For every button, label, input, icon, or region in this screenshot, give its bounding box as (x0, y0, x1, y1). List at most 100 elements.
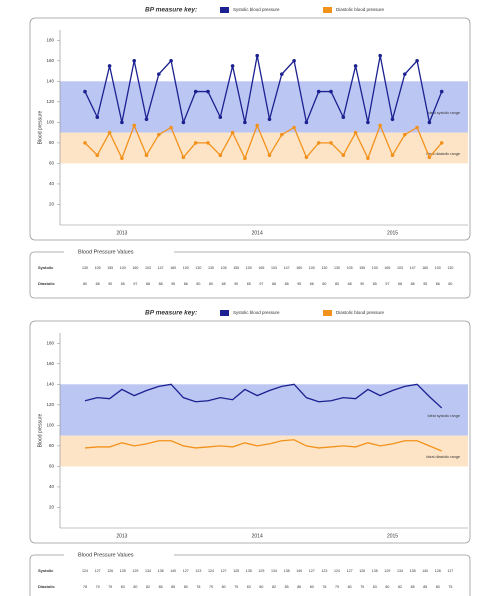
table-cell: 140 (170, 569, 176, 573)
table-cell: 126 (359, 569, 365, 573)
table-box (29, 251, 471, 299)
table-cell: 160 (170, 266, 176, 270)
table-cell: 78 (322, 585, 326, 589)
point (243, 120, 247, 125)
table-cell: 130 (82, 266, 88, 270)
point (144, 117, 149, 122)
point (304, 120, 309, 125)
point (378, 123, 383, 128)
row-label: Systolic (38, 568, 54, 573)
table-cell: 135 (372, 569, 378, 573)
table-cell: 130 (447, 266, 453, 270)
table-cell: 82 (398, 585, 402, 589)
table-cell: 80 (209, 282, 213, 286)
point (120, 156, 124, 161)
point (132, 58, 136, 63)
table-cell: 138 (158, 569, 164, 573)
point (304, 155, 309, 160)
table-cell: 135 (246, 569, 252, 573)
table-cell: 100 (246, 266, 252, 270)
point (243, 156, 247, 161)
x-tick-label: 2015 (387, 230, 398, 236)
table-cell: 130 (208, 266, 214, 270)
table-cell: 80 (385, 585, 389, 589)
table-cell: 80 (83, 282, 87, 286)
table-cell: 66 (436, 282, 440, 286)
table-cell: 80 (222, 585, 226, 589)
y-tick-label: 120 (46, 402, 54, 407)
table-cell: 124 (334, 569, 340, 573)
point (206, 89, 210, 94)
table-cell: 134 (397, 569, 403, 573)
point (107, 64, 112, 68)
table-cell: 95 (297, 282, 301, 286)
key-label: Systolic blood pressure (233, 7, 280, 12)
table-cell: 75 (448, 585, 452, 589)
y-tick-label: 180 (46, 340, 54, 345)
table-cell: 127 (221, 569, 227, 573)
table-cell: 85 (285, 585, 289, 589)
key-label: Diastolic blood pressure (336, 7, 385, 12)
table-cell: 97 (259, 282, 263, 286)
table-cell: 103 (397, 266, 403, 270)
table-cell: 127 (183, 569, 189, 573)
table-cell: 124 (82, 569, 88, 573)
y-tick-label: 140 (46, 79, 54, 84)
table-cell: 68 (96, 282, 100, 286)
table-cell: 80 (196, 282, 200, 286)
table-cell: 83 (247, 585, 251, 589)
point (329, 89, 333, 94)
point (316, 89, 321, 94)
point (366, 120, 370, 125)
point (353, 130, 358, 135)
table-cell: 155 (359, 266, 365, 270)
point (403, 132, 407, 137)
x-tick-label: 2013 (116, 230, 127, 236)
table-cell: 85 (171, 585, 175, 589)
table-cell: 135 (120, 569, 126, 573)
table-cell: 97 (385, 282, 389, 286)
point (415, 125, 419, 130)
table-cell: 88 (411, 282, 415, 286)
table-cell: 68 (222, 282, 226, 286)
table-cell: 82 (272, 585, 276, 589)
series-line (84, 55, 443, 125)
point (280, 72, 284, 76)
key-swatch (220, 7, 229, 13)
table-cell: 105 (95, 266, 101, 270)
table-cell: 85 (159, 585, 163, 589)
point (230, 64, 235, 68)
table-title-bg (64, 248, 174, 256)
key-label: Systolic blood pressure (233, 310, 280, 315)
band-label: Ideal systolic range (427, 414, 460, 418)
table-cell: 80 (348, 585, 352, 589)
series-line (84, 439, 442, 452)
table-cell: 125 (233, 569, 239, 573)
table-cell: 83 (121, 585, 125, 589)
table-cell: 147 (158, 266, 164, 270)
table-cell: 79 (234, 585, 238, 589)
table-cell: 160 (132, 266, 138, 270)
table-cell: 155 (107, 266, 113, 270)
range-band (60, 384, 468, 436)
table-cell: 138 (410, 569, 416, 573)
point (193, 89, 198, 94)
table-cell: 85 (423, 585, 427, 589)
table-cell: 88 (285, 282, 289, 286)
point (439, 89, 444, 94)
point (366, 156, 370, 161)
y-tick-label: 60 (49, 161, 55, 166)
y-tick-label: 120 (46, 99, 54, 104)
row-label: Diastolic (38, 584, 55, 589)
point (95, 153, 100, 158)
y-tick-label: 40 (49, 484, 55, 489)
table-cell: 68 (398, 282, 402, 286)
table-cell: 128 (435, 569, 441, 573)
table-cell: 95 (171, 282, 175, 286)
y-tick-label: 80 (49, 443, 55, 448)
table-cell: 79 (335, 585, 339, 589)
table-cell: 140 (296, 569, 302, 573)
y-tick-label: 80 (49, 140, 55, 145)
y-axis-label: Blood pressure (37, 413, 43, 447)
table-cell: 79 (96, 585, 100, 589)
